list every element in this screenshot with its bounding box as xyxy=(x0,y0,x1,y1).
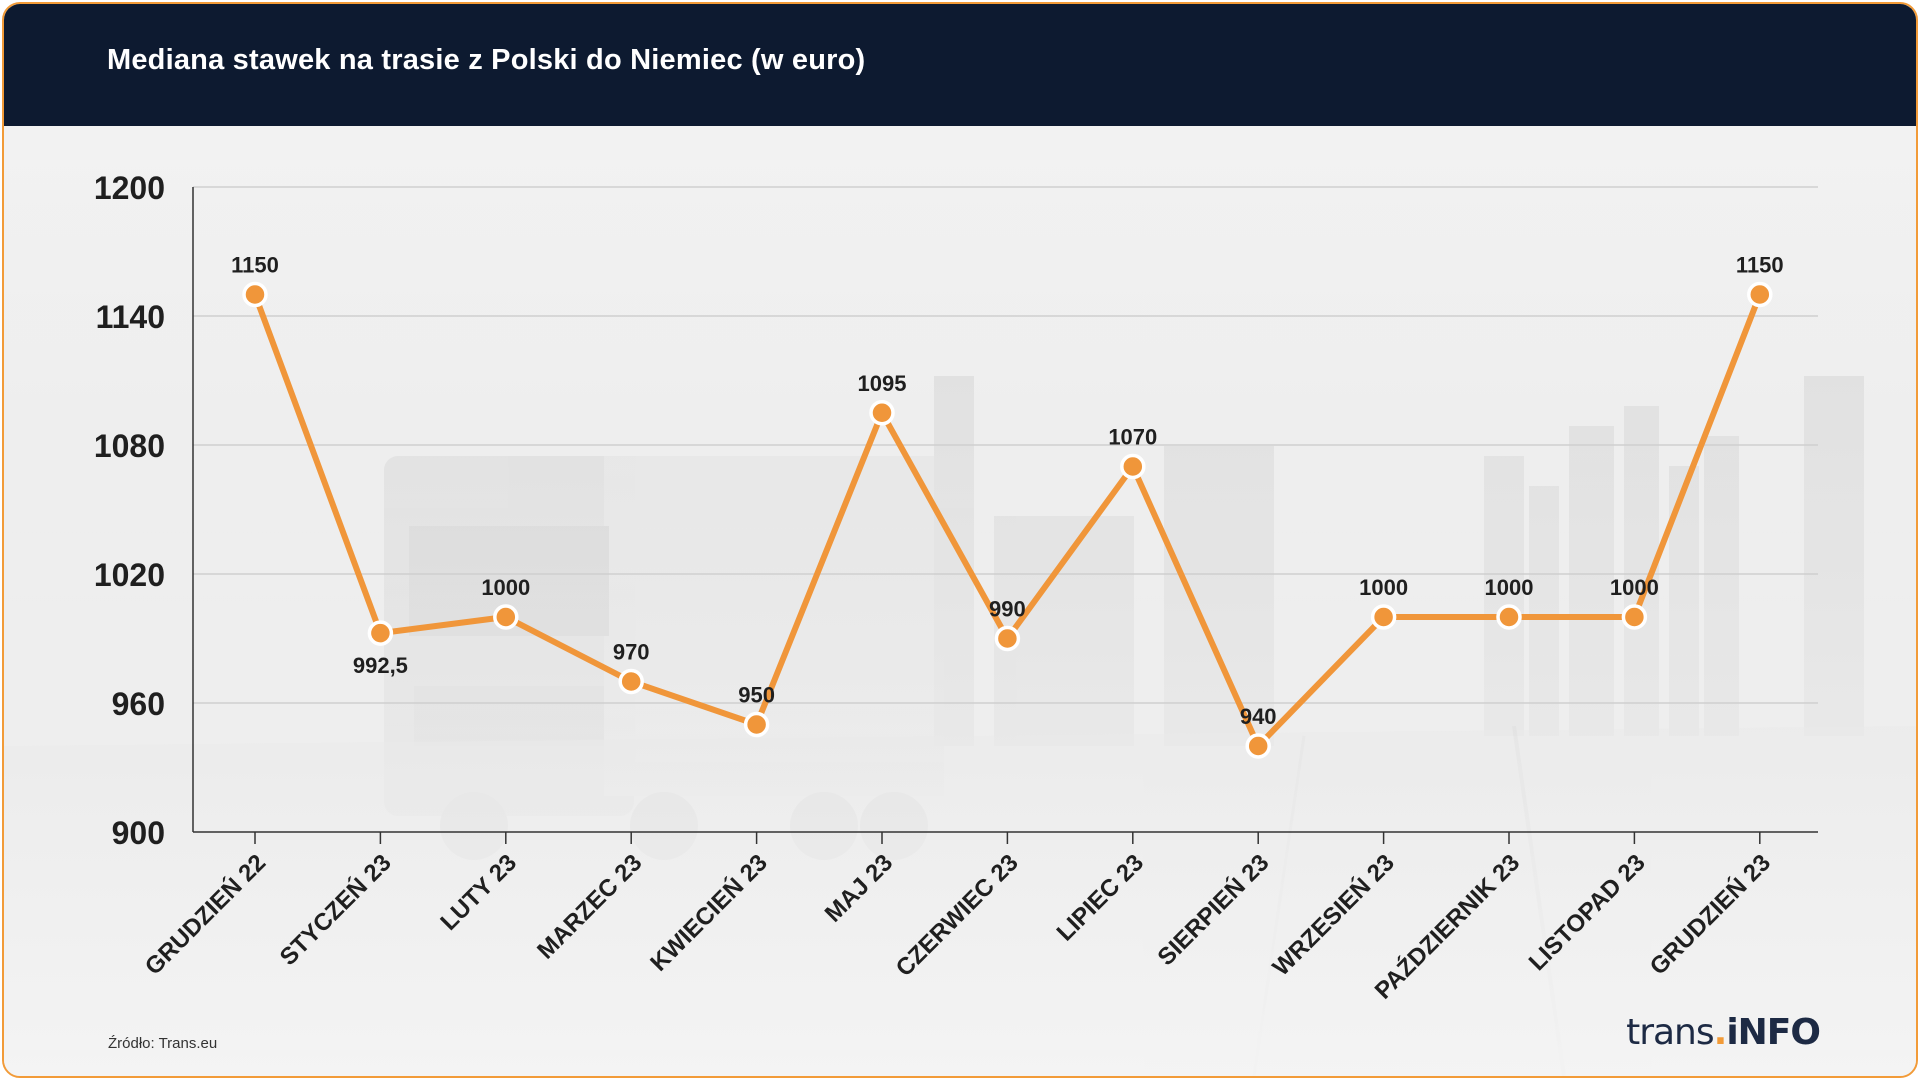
grid-lines xyxy=(193,186,1818,704)
x-axis-ticks: GRUDZIEŃ 22 STYCZEŃ 23 LUTY 23 MARZEC 23KWI… xyxy=(139,832,1776,1005)
data-point xyxy=(242,281,268,308)
data-points xyxy=(242,281,1773,759)
x-tick-label: KWIECIEŃ 23 xyxy=(645,848,773,976)
background-illustration xyxy=(4,126,1916,1076)
y-tick-label: 1200 xyxy=(94,170,165,206)
y-axis-ticks: 900 960 1020 1080 1140 1200 xyxy=(94,170,165,851)
header-bar: Mediana stawek na trasie z Polski do Nie… xyxy=(4,4,1916,126)
x-tick-label: GRUDZIEŃ 22 xyxy=(139,848,271,980)
x-tick-label: STYCZEŃ 23 xyxy=(274,848,397,971)
data-label: 1000 xyxy=(1359,575,1408,600)
x-tick-label: SIERPIEŃ 23 xyxy=(1152,848,1275,971)
data-label: 1000 xyxy=(1610,575,1659,600)
data-point xyxy=(1370,604,1397,630)
data-point xyxy=(493,604,519,630)
data-point xyxy=(743,711,770,738)
data-label: 992,5 xyxy=(353,653,408,678)
data-label: 970 xyxy=(613,640,650,665)
brand-logo: trans.iNFO xyxy=(1626,1012,1821,1053)
logo-text-regular: trans xyxy=(1626,1012,1715,1053)
data-point xyxy=(994,625,1021,652)
source-note: Źródło: Trans.eu xyxy=(108,1035,218,1052)
data-point xyxy=(1245,733,1271,759)
series-line xyxy=(252,291,1763,749)
x-tick-label: LIPIEC 23 xyxy=(1052,849,1149,946)
x-tick-label: MAJ 23 xyxy=(820,849,899,928)
y-tick-label: 900 xyxy=(112,815,165,851)
data-point xyxy=(1747,281,1773,308)
data-label: 950 xyxy=(738,683,775,708)
data-point xyxy=(1496,604,1522,630)
y-tick-label: 1140 xyxy=(96,299,165,335)
data-label: 1000 xyxy=(1485,575,1534,600)
data-label: 940 xyxy=(1240,704,1277,729)
axes xyxy=(192,187,1818,833)
data-label: 1000 xyxy=(481,575,530,600)
data-label: 1095 xyxy=(858,371,907,396)
y-tick-label: 960 xyxy=(112,686,165,722)
data-point xyxy=(869,400,895,426)
data-point xyxy=(1120,453,1146,480)
x-tick-label: CZERWIEC 23 xyxy=(891,849,1024,982)
x-tick-label: MARZEC 23 xyxy=(532,849,647,964)
y-tick-label: 1080 xyxy=(94,428,165,464)
data-label: 1150 xyxy=(231,253,279,278)
logo-dot: . xyxy=(1713,1012,1728,1053)
chart-title: Mediana stawek na trasie z Polski do Nie… xyxy=(107,44,866,76)
x-tick-label: WRZESIEŃ 23 xyxy=(1267,848,1400,981)
data-labels: 1150 992,5 1000 970 950 1095 990 1070 940 1000 100… xyxy=(231,253,1784,730)
data-label: 1150 xyxy=(1736,253,1784,278)
x-tick-label: GRUDZIEŃ 23 xyxy=(1644,848,1776,980)
logo-text-bold: iNFO xyxy=(1726,1012,1821,1053)
x-tick-label: LISTOPAD 23 xyxy=(1524,849,1651,976)
data-point xyxy=(1621,604,1648,630)
data-point xyxy=(367,620,394,646)
x-tick-label: LUTY 23 xyxy=(435,849,522,936)
data-label: 990 xyxy=(989,597,1026,622)
data-point xyxy=(618,668,644,695)
y-tick-label: 1020 xyxy=(94,557,165,593)
data-label: 1070 xyxy=(1108,425,1157,450)
